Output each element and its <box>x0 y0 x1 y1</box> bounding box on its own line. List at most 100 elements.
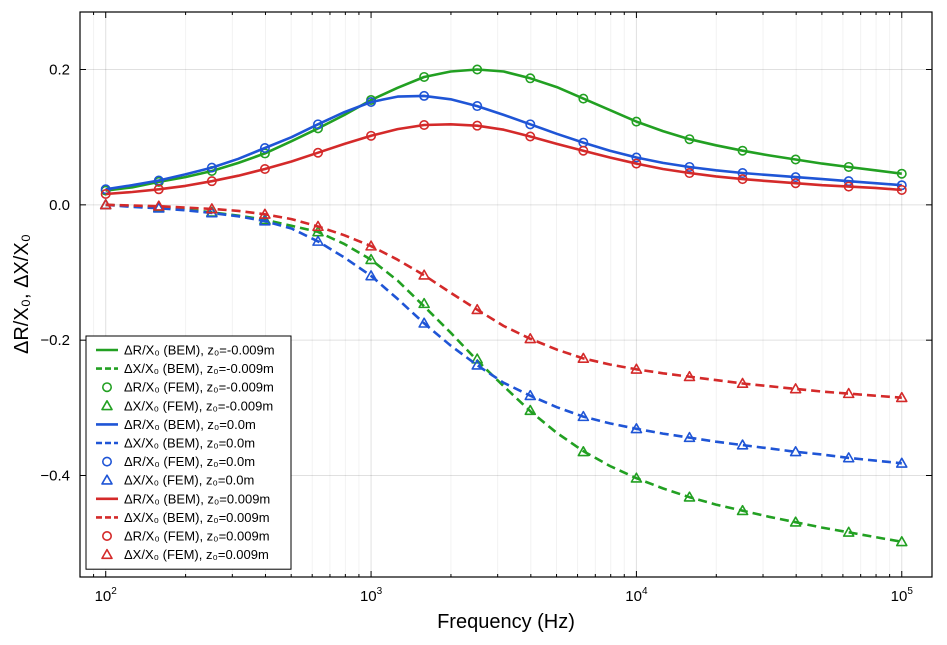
circle-marker <box>896 168 907 179</box>
legend-label: ΔX/X₀ (BEM), z₀=-0.009m <box>124 361 274 376</box>
triangle-marker <box>152 200 165 211</box>
circle-marker <box>525 119 536 130</box>
circle-marker <box>790 172 801 183</box>
triangle-marker <box>365 240 377 251</box>
triangle-marker <box>736 377 749 389</box>
series-line <box>105 203 902 465</box>
legend: ΔR/X₀ (BEM), z₀=-0.009m ΔX/X₀ (BEM), z₀=-… <box>85 335 292 570</box>
legend-label: ΔX/X₀ (FEM), z₀=0.0m <box>124 473 254 488</box>
triangle-marker <box>577 446 590 457</box>
x-tick-label-base: 10 <box>360 588 377 605</box>
legend-circle-swatch <box>102 530 113 541</box>
series-8 <box>105 123 902 196</box>
triangle-marker <box>789 383 802 394</box>
circle-marker <box>684 168 695 179</box>
triangle-marker <box>842 452 855 463</box>
x-axis-title: Frequency (Hz) <box>437 611 575 633</box>
legend-circle-swatch <box>102 456 113 467</box>
series-9 <box>105 203 902 399</box>
circle-marker <box>472 64 483 75</box>
triangle-marker <box>365 270 377 281</box>
ticks: 102 103 104 105−0.4−0.20.00.2 <box>40 12 932 605</box>
legend-label: ΔX/X₀ (FEM), z₀=-0.009m <box>124 398 273 413</box>
triangle-marker <box>683 491 696 502</box>
circle-marker <box>525 131 536 142</box>
circle-marker <box>472 101 483 112</box>
legend-label: ΔX/X₀ (FEM), z₀=0.009m <box>124 547 269 562</box>
series-4 <box>105 94 902 191</box>
circle-marker <box>631 116 642 127</box>
x-tick-label-base: 10 <box>625 588 642 605</box>
triangle-marker <box>418 269 430 280</box>
circle-marker <box>206 176 217 187</box>
triangle-marker <box>789 446 802 457</box>
triangle-marker <box>842 387 855 399</box>
circle-marker <box>366 130 377 141</box>
legend-triangle-swatch <box>101 399 113 411</box>
series-line <box>105 203 902 399</box>
series-0 <box>105 68 902 192</box>
triangle-marker <box>312 220 324 232</box>
circle-marker <box>419 71 430 82</box>
triangle-marker <box>152 202 165 213</box>
x-tick-label-base: 10 <box>891 588 908 605</box>
series-line <box>105 68 902 192</box>
legend-circle-swatch <box>102 382 113 393</box>
triangle-marker <box>471 303 484 315</box>
y-axis-title: ΔR/X₀, ΔX/X₀ <box>11 234 33 354</box>
x-tick-label: 103 <box>360 586 383 605</box>
legend-label: ΔX/X₀ (BEM), z₀=0.009m <box>124 510 270 525</box>
series-line <box>105 123 902 196</box>
circle-marker <box>631 158 642 169</box>
circle-marker <box>578 145 589 156</box>
triangle-marker <box>471 353 484 364</box>
triangle-marker <box>736 439 749 450</box>
series-7 <box>99 199 908 468</box>
triangle-marker <box>365 253 377 265</box>
legend-box <box>85 335 292 570</box>
series-layer <box>99 64 908 547</box>
plot-frame <box>79 11 933 578</box>
triangle-marker <box>842 526 855 537</box>
series-line <box>105 94 902 191</box>
legend-label: ΔR/X₀ (BEM), z₀=0.009m <box>124 491 270 506</box>
x-tick-label-base: 10 <box>95 588 112 605</box>
circle-marker <box>790 154 801 165</box>
triangle-marker <box>206 203 218 214</box>
triangle-marker <box>736 504 749 516</box>
circle-marker <box>153 184 164 195</box>
circle-marker <box>100 189 111 200</box>
triangle-marker <box>630 363 643 374</box>
triangle-marker <box>418 297 430 309</box>
circle-marker <box>631 152 642 163</box>
triangle-marker <box>471 359 484 370</box>
triangle-marker <box>895 457 908 468</box>
circle-marker <box>259 143 270 154</box>
circle-marker <box>843 161 854 172</box>
y-tick-label: −0.2 <box>40 332 70 349</box>
triangle-marker <box>524 404 537 416</box>
circle-marker <box>206 162 217 173</box>
circle-marker <box>737 145 748 156</box>
circle-marker <box>313 147 324 158</box>
series-5 <box>105 203 902 465</box>
circle-marker <box>419 120 430 131</box>
triangle-marker <box>577 410 590 422</box>
circle-marker <box>419 90 430 101</box>
circle-marker <box>259 163 270 174</box>
triangle-marker <box>630 423 643 434</box>
triangle-marker <box>99 199 112 210</box>
x-tick-label-exponent: 2 <box>111 586 117 597</box>
triangle-marker <box>683 370 696 382</box>
x-tick-label: 104 <box>625 586 648 605</box>
triangle-marker <box>895 536 908 547</box>
legend-triangle-swatch <box>101 548 113 560</box>
legend-triangle-swatch <box>101 474 113 485</box>
legend-label: ΔR/X₀ (FEM), z₀=-0.009m <box>124 380 274 395</box>
triangle-marker <box>312 235 324 246</box>
legend-label: ΔX/X₀ (BEM), z₀=0.0m <box>124 436 255 451</box>
x-tick-label: 102 <box>95 586 118 605</box>
legend-label: ΔR/X₀ (BEM), z₀=-0.009m <box>124 343 275 358</box>
series-10 <box>100 120 907 200</box>
